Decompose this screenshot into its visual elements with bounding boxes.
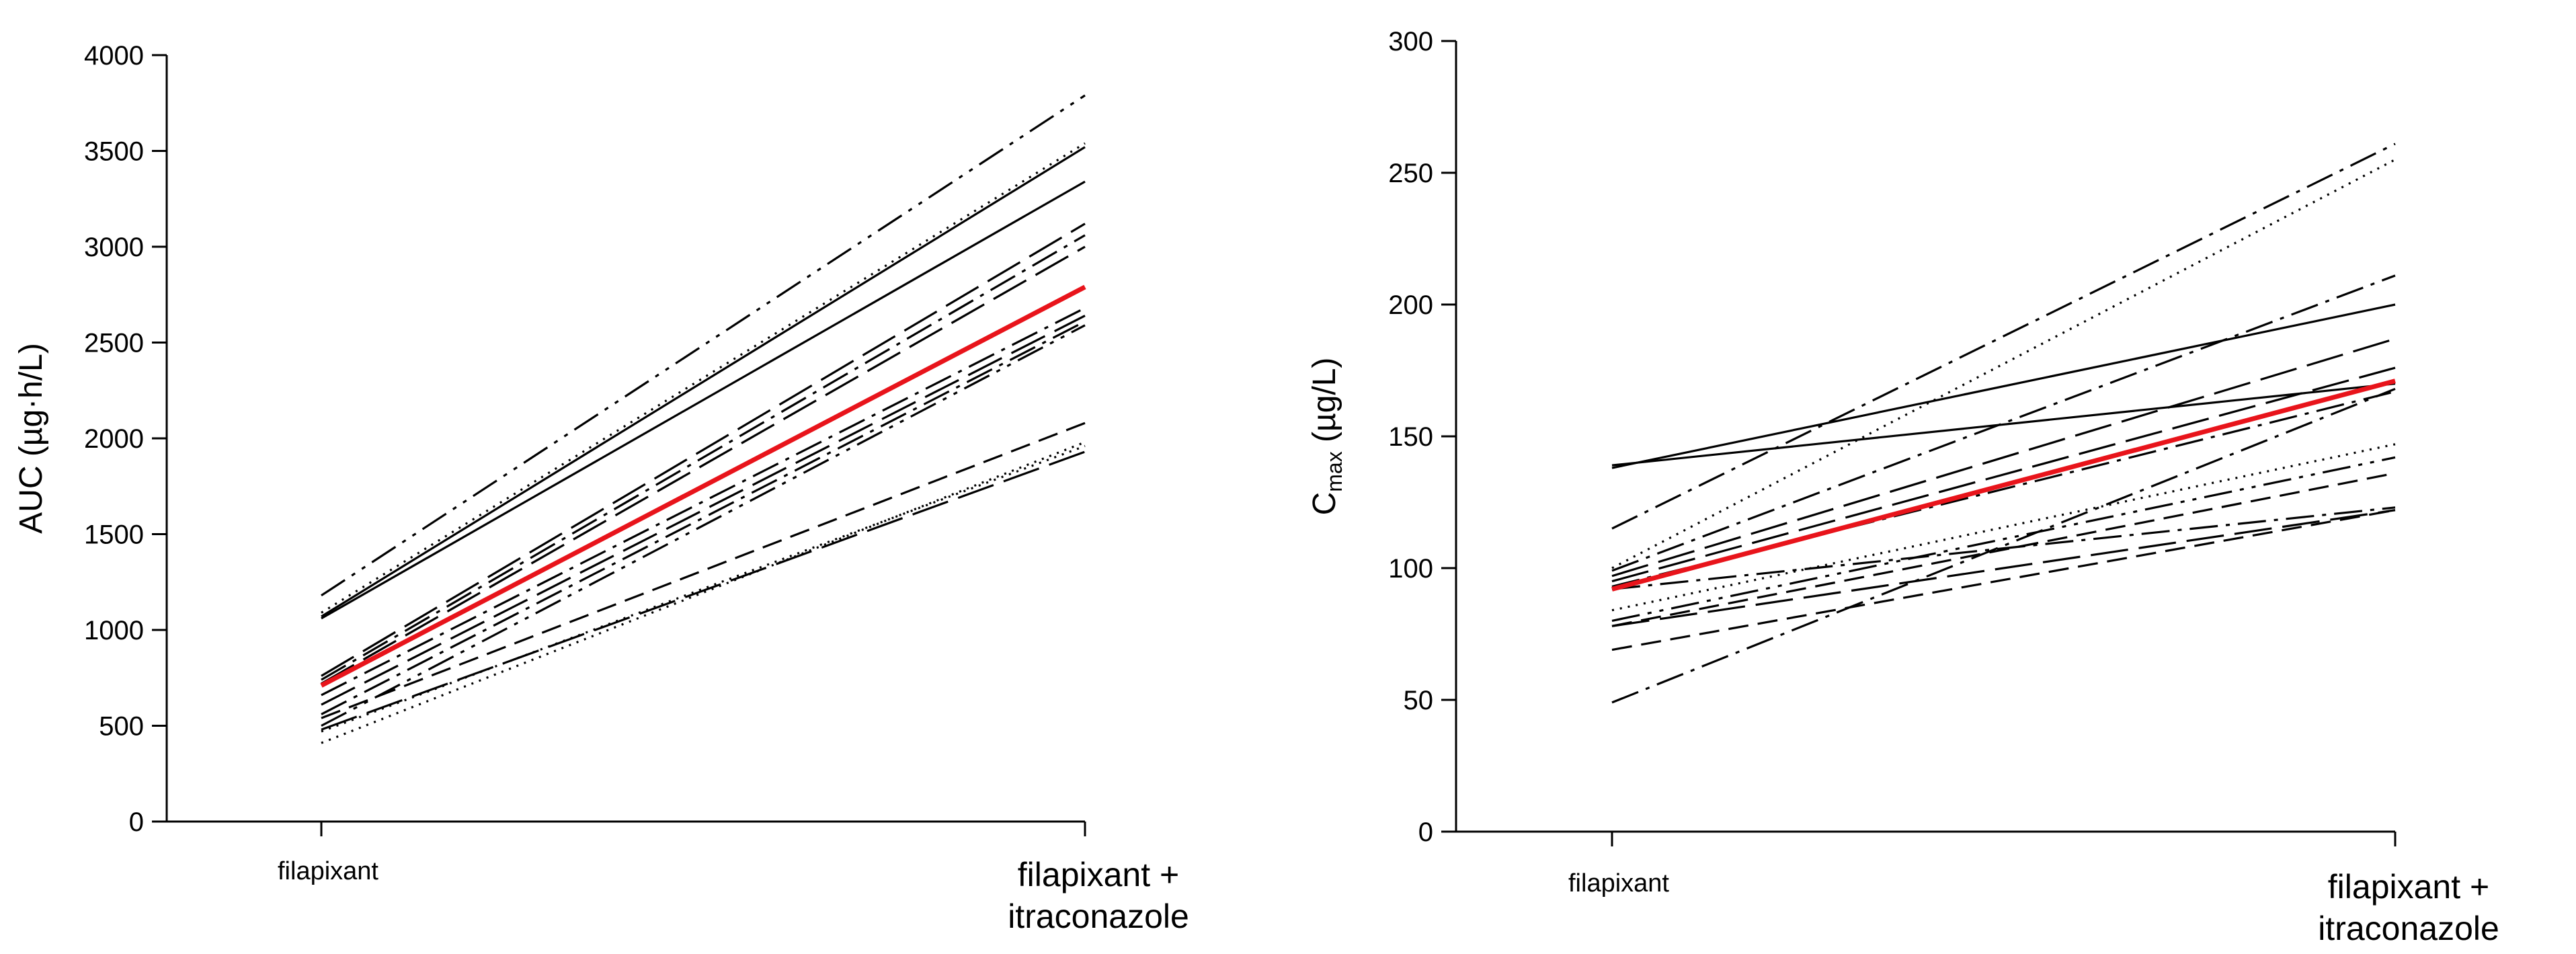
- auc-chart: 0 500 1000 1500 2000 2500 3000 3500 4000 filapixa…: [13, 41, 1189, 935]
- cmax-y-tick-label: 50: [1404, 686, 1434, 715]
- cmax-subject-line: [1611, 509, 2396, 627]
- cmax-chart: 0 50 100 150 200 250 300 filapixant filapixant +…: [1307, 27, 2499, 947]
- auc-mean-line: [320, 284, 1086, 688]
- auc-y-tick-label: 1500: [84, 520, 144, 550]
- cmax-subject-line: [1611, 158, 2396, 569]
- auc-subject-line: [321, 324, 1086, 727]
- auc-y-tick-label: 0: [129, 807, 144, 837]
- auc-y-axis-title: AUC (µg·h/L): [13, 343, 49, 534]
- cmax-subject-line: [1611, 366, 2396, 583]
- auc-subject-line: [321, 320, 1086, 715]
- cmax-subject-line: [1611, 509, 2396, 651]
- cmax-subject-line: [1611, 337, 2396, 578]
- cmax-y-tick-label: 300: [1388, 27, 1433, 56]
- cmax-subject-line: [1611, 383, 2396, 467]
- auc-category-label: filapixant + itraconazole: [1008, 856, 1189, 935]
- auc-subject-line: [321, 422, 1086, 719]
- cmax-subject-line: [1611, 443, 2396, 612]
- cmax-mean-line: [1611, 379, 2396, 592]
- auc-subject-line: [321, 245, 1086, 685]
- cmax-subject-line: [1611, 274, 2396, 572]
- cmax-y-tick-label: 100: [1388, 554, 1433, 584]
- auc-subject-line: [321, 234, 1086, 681]
- auc-subject-line: [321, 307, 1086, 697]
- auc-subject-line: [321, 444, 1086, 733]
- cmax-category-label: filapixant + itraconazole: [2318, 868, 2499, 947]
- auc-y-tick-label: 2500: [84, 329, 144, 358]
- auc-subject-line: [321, 142, 1086, 614]
- auc-category-label: filapixant: [278, 857, 378, 885]
- auc-y-tick-label: 3500: [84, 137, 144, 167]
- auc-y-tick-label: 1000: [84, 616, 144, 645]
- auc-subject-line: [321, 450, 1086, 731]
- cmax-category-label: filapixant: [1568, 869, 1669, 898]
- auc-subject-line: [321, 146, 1086, 618]
- cmax-subject-line: [1611, 303, 2396, 469]
- auc-subject-line: [321, 223, 1086, 677]
- cmax-subject-line: [1611, 387, 2396, 704]
- cmax-y-axis-title: Cmax (µg/L): [1307, 358, 1346, 516]
- auc-y-tick-label: 4000: [84, 41, 144, 71]
- cmax-subject-line: [1611, 472, 2396, 627]
- cmax-y-tick-label: 250: [1388, 159, 1433, 188]
- auc-y-tick-label: 500: [99, 712, 144, 742]
- cmax-y-tick-label: 200: [1388, 290, 1433, 320]
- cmax-y-tick-label: 150: [1388, 422, 1433, 452]
- auc-y-tick-label: 3000: [84, 233, 144, 262]
- auc-y-tick-label: 2000: [84, 424, 144, 454]
- cmax-subject-line: [1611, 456, 2396, 622]
- cmax-subject-line: [1611, 506, 2396, 590]
- auc-subject-line: [321, 180, 1086, 620]
- auc-subject-line: [321, 315, 1086, 706]
- cmax-subject-line: [1611, 143, 2396, 530]
- cmax-y-tick-label: 0: [1418, 818, 1433, 847]
